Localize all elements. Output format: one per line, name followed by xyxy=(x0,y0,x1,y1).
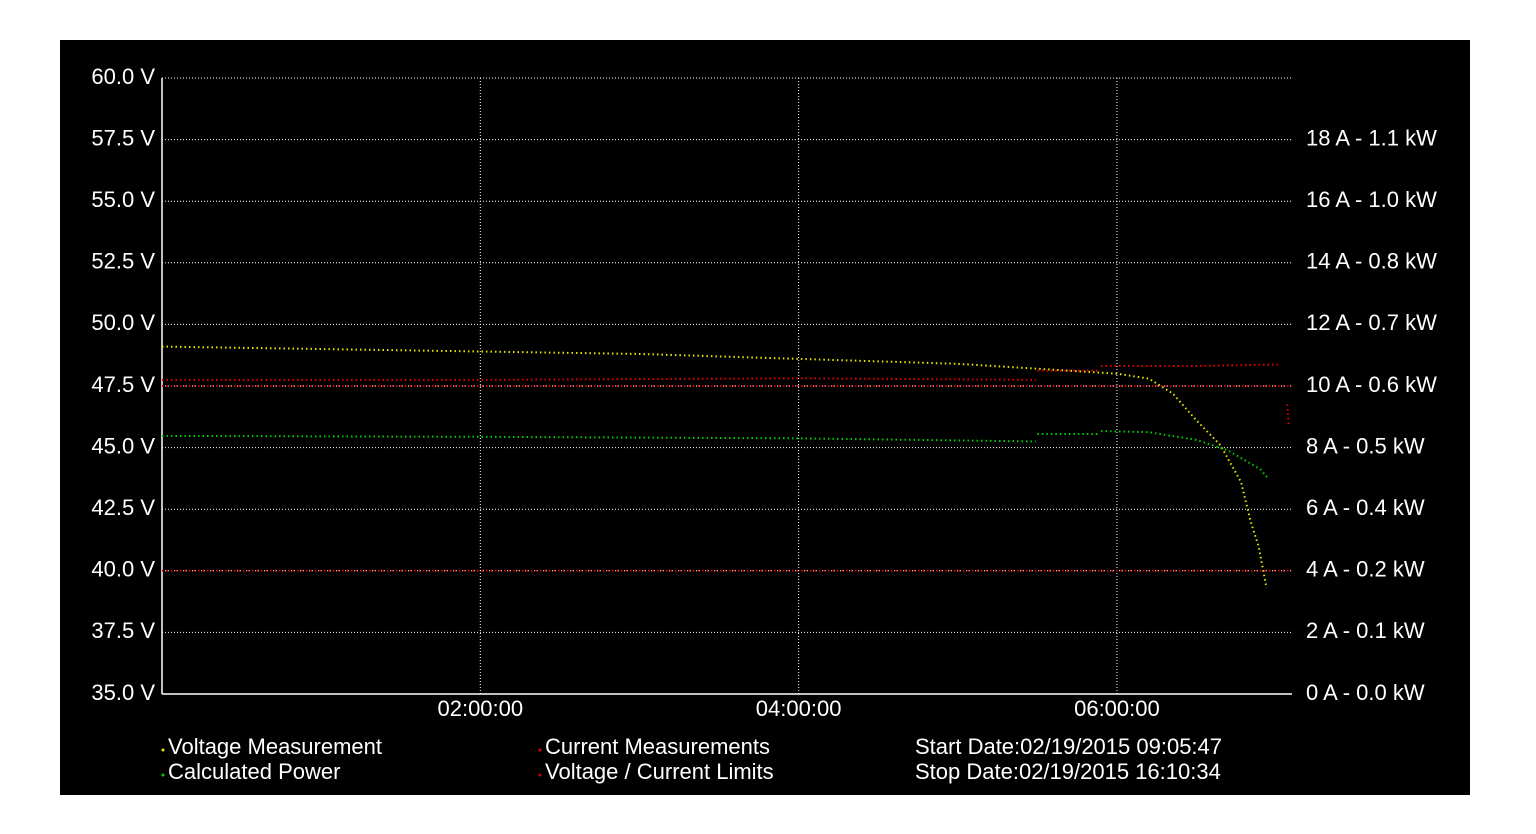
y-tick-label: 55.0 V xyxy=(91,187,155,212)
x-tick-label: 04:00:00 xyxy=(756,696,842,721)
y2-tick-label: 4 A - 0.2 kW xyxy=(1306,557,1425,582)
series-line xyxy=(161,345,1268,589)
y2-tick-label: 18 A - 1.1 kW xyxy=(1306,125,1437,150)
y-tick-label: 47.5 V xyxy=(91,372,155,397)
y2-tick-label: 16 A - 1.0 kW xyxy=(1306,187,1437,212)
legend-label: Voltage Measurement xyxy=(168,734,382,759)
stop-date: Stop Date:02/19/2015 16:10:34 xyxy=(915,759,1221,784)
legend-marker xyxy=(161,748,165,752)
y2-tick-label: 0 A - 0.0 kW xyxy=(1306,680,1425,705)
y-tick-label: 52.5 V xyxy=(91,249,155,274)
y-tick-label: 35.0 V xyxy=(91,680,155,705)
legend-marker xyxy=(538,748,542,752)
series-line xyxy=(162,385,1292,572)
y-tick-label: 40.0 V xyxy=(91,557,155,582)
legend-marker xyxy=(538,773,542,777)
y2-tick-label: 14 A - 0.8 kW xyxy=(1306,249,1437,274)
legend-label: Voltage / Current Limits xyxy=(545,759,774,784)
x-tick-label: 02:00:00 xyxy=(437,696,523,721)
start-date: Start Date:02/19/2015 09:05:47 xyxy=(915,734,1222,759)
y-tick-label: 50.0 V xyxy=(91,310,155,335)
y2-tick-label: 8 A - 0.5 kW xyxy=(1306,433,1425,458)
y2-tick-label: 10 A - 0.6 kW xyxy=(1306,372,1437,397)
legend-label: Calculated Power xyxy=(168,759,340,784)
y-tick-label: 60.0 V xyxy=(91,64,155,89)
y-tick-label: 37.5 V xyxy=(91,618,155,643)
legend-marker xyxy=(161,773,165,777)
y-tick-label: 57.5 V xyxy=(91,125,155,150)
y2-tick-label: 6 A - 0.4 kW xyxy=(1306,495,1425,520)
series-line xyxy=(161,429,1269,480)
y2-tick-label: 2 A - 0.1 kW xyxy=(1306,618,1425,643)
x-tick-label: 06:00:00 xyxy=(1074,696,1160,721)
legend-label: Current Measurements xyxy=(545,734,770,759)
y2-tick-label: 12 A - 0.7 kW xyxy=(1306,310,1437,335)
y-tick-label: 42.5 V xyxy=(91,495,155,520)
chart-background xyxy=(60,40,1470,795)
series-line xyxy=(162,363,1290,427)
y-tick-label: 45.0 V xyxy=(91,433,155,458)
